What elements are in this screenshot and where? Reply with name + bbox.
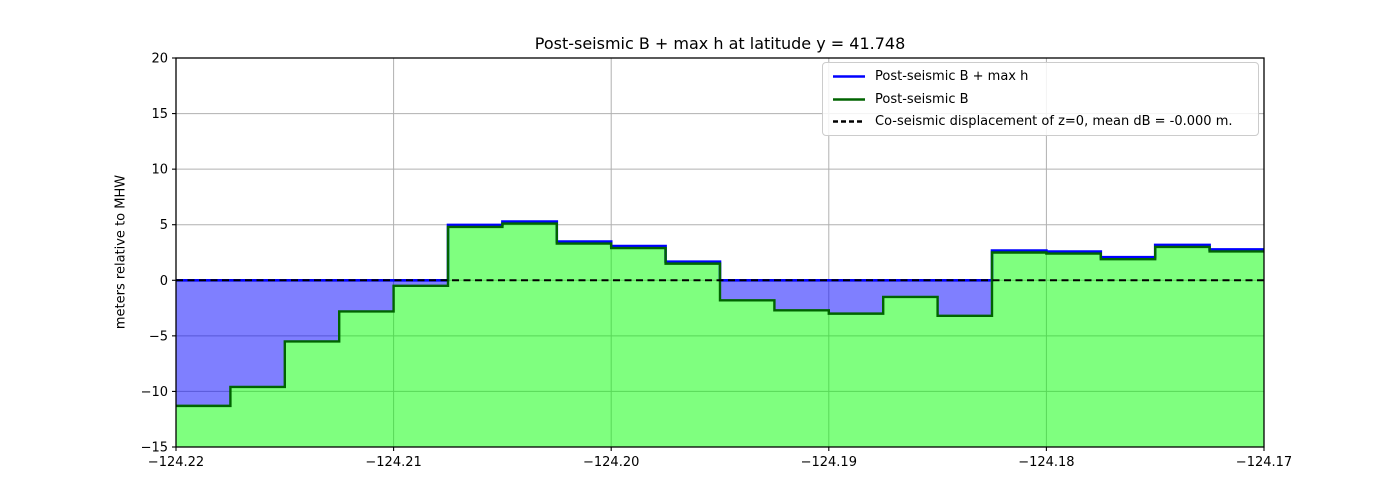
chart-title: Post-seismic B + max h at latitude y = 4… (534, 34, 906, 53)
x-tick-label: −124.18 (1018, 455, 1074, 470)
y-tick-label: 0 (160, 274, 168, 289)
legend-label: Post-seismic B (875, 91, 969, 107)
legend-label: Co-seismic displacement of z=0, mean dB … (875, 114, 1233, 129)
y-tick-label: 15 (151, 107, 168, 122)
x-tick-label: −124.20 (583, 455, 639, 470)
legend-line-sample-green (833, 97, 865, 101)
legend-item-b-plus-max-h: Post-seismic B + max h (832, 70, 1249, 83)
legend-label: Post-seismic B + max h (875, 69, 1029, 84)
y-tick-label: 5 (160, 218, 168, 233)
legend-item-coseismic: Co-seismic displacement of z=0, mean dB … (832, 115, 1249, 128)
x-tick-label: −124.21 (365, 455, 421, 470)
x-tick-label: −124.22 (148, 455, 204, 470)
legend-line-sample-blue (833, 75, 865, 78)
y-axis-label: meters relative to MHW (113, 174, 129, 330)
water-depth-area (720, 280, 992, 316)
y-tick-label: 10 (151, 163, 168, 178)
axes-border (175, 57, 1265, 448)
x-tick-label: −124.19 (801, 455, 857, 470)
water-depth-area (176, 280, 448, 406)
y-tick-label: 20 (151, 52, 168, 67)
post-seismic-b-line (176, 222, 1264, 408)
legend-line-sample-dashed (833, 120, 865, 123)
x-tick-label: −124.17 (1236, 455, 1292, 470)
legend-item-b: Post-seismic B (832, 93, 1249, 106)
y-tick-label: −10 (141, 385, 168, 400)
y-tick-label: −5 (149, 329, 168, 344)
y-tick-label: −15 (141, 441, 168, 456)
legend: Post-seismic B + max h Post-seismic B Co… (822, 62, 1259, 136)
